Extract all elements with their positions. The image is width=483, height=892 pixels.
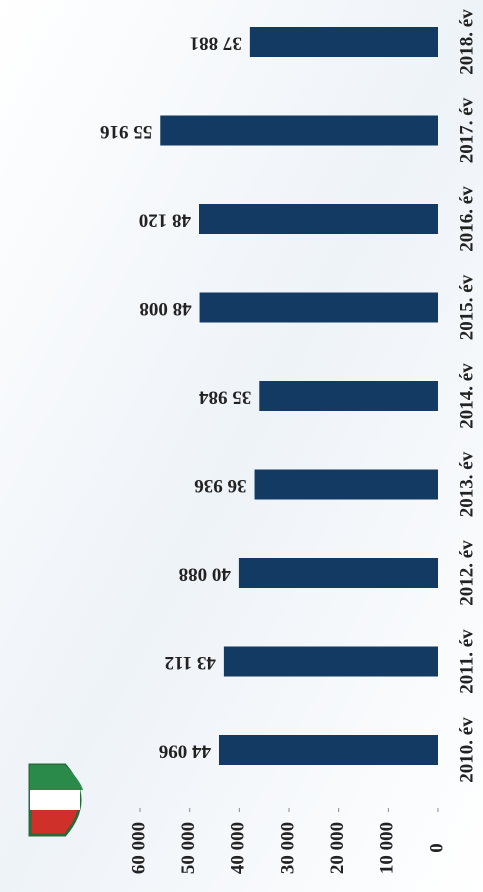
value-label: 36 936 — [194, 475, 246, 496]
value-axis-label: 10 000 — [377, 822, 398, 874]
bar — [238, 558, 438, 588]
value-axis-label: 50 000 — [178, 822, 199, 874]
bar — [199, 292, 438, 323]
value-label: 48 008 — [139, 298, 191, 319]
bar — [218, 735, 438, 765]
value-label: 40 088 — [179, 564, 231, 585]
value-label: 48 120 — [139, 210, 191, 231]
bar — [199, 204, 438, 234]
category-label: 2013. év — [456, 451, 477, 517]
category-label: 2012. év — [456, 540, 477, 606]
value-label: 35 984 — [199, 387, 252, 408]
value-label: 55 916 — [100, 121, 152, 142]
value-axis-label: 60 000 — [128, 822, 149, 874]
bar — [160, 115, 438, 146]
category-label: 2018. év — [456, 9, 477, 75]
bar — [249, 27, 438, 57]
value-label: 37 881 — [190, 33, 242, 54]
bar — [259, 381, 438, 411]
bar — [254, 469, 438, 500]
category-label: 2011. év — [456, 629, 477, 694]
category-label: 2016. év — [456, 186, 477, 252]
category-label: 2010. év — [456, 717, 477, 783]
value-label: 44 096 — [159, 741, 211, 762]
value-axis-label: 0 — [426, 843, 447, 853]
value-axis-label: 40 000 — [228, 822, 249, 874]
category-label: 2015. év — [456, 274, 477, 340]
value-axis-label: 30 000 — [277, 822, 298, 874]
bar — [223, 646, 438, 677]
logo — [28, 763, 83, 837]
category-label: 2017. év — [456, 97, 477, 163]
value-label: 43 112 — [165, 652, 216, 673]
value-axis-label: 20 000 — [327, 822, 348, 874]
category-label: 2014. év — [456, 363, 477, 429]
